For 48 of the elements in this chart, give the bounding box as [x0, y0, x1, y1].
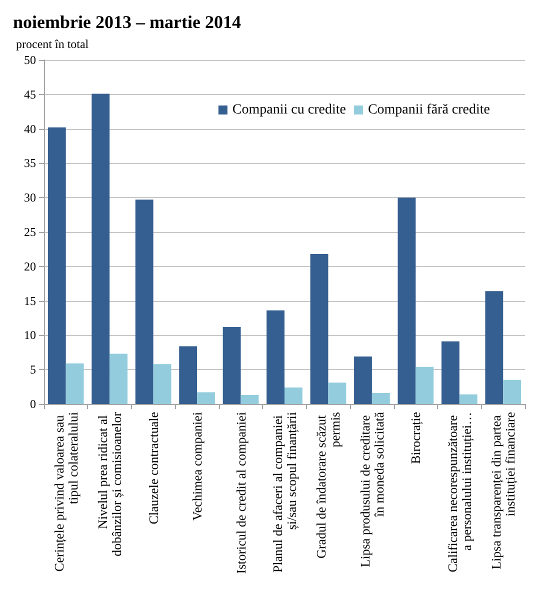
bar [328, 382, 346, 404]
x-tick-label: Calificarea necorespunzătoare a personalului instituției… [444, 412, 474, 572]
bar [92, 94, 110, 404]
x-tick-label: Planul de afaceri al companiei și/sau scopul finanțării [270, 412, 299, 573]
y-tick-label: 20 [24, 259, 36, 274]
bar [372, 392, 390, 404]
y-tick-label: 45 [24, 87, 36, 102]
x-tick-label: Nivelul prea ridicat al dobânzilor și comisioanelor [95, 411, 124, 556]
bar [240, 395, 259, 404]
bar [110, 354, 128, 404]
bar [485, 291, 504, 404]
bar [398, 198, 416, 404]
bar [503, 380, 522, 404]
bar [48, 127, 66, 404]
x-tick-label: Lipsa transparenței din partea instituției financiare [488, 412, 518, 570]
x-tick-label: Cerințele privind valoarea sau tipul colateralului [51, 412, 80, 572]
bar [354, 356, 372, 404]
bar [441, 341, 460, 404]
bar [197, 392, 215, 404]
bar [179, 346, 198, 404]
bar [459, 394, 478, 404]
bar [266, 310, 284, 404]
y-tick-label: 10 [24, 328, 36, 342]
x-tick-label: Birocrație [408, 412, 424, 464]
legend-label: Companii cu credite [232, 102, 346, 118]
bar [135, 200, 154, 404]
x-tick-label: Istoricul de credit al companiei [233, 412, 248, 574]
bar [416, 366, 434, 404]
bar [222, 326, 241, 404]
y-tick-label: 40 [24, 122, 36, 136]
bar [66, 363, 84, 404]
bar [310, 254, 328, 404]
y-tick-label: 35 [24, 156, 36, 170]
y-tick-label: 0 [30, 397, 36, 411]
x-tick-label: Gradul de îndatorare scăzut permis [314, 412, 343, 559]
bar [284, 387, 302, 404]
bar [153, 364, 172, 404]
y-tick-label: 50 [24, 53, 36, 67]
x-tick-label: Clauzele contractuale [146, 412, 161, 524]
legend-label: Companii fără credite [368, 102, 490, 118]
y-tick-label: 5 [30, 362, 36, 377]
y-tick-label: 25 [24, 225, 36, 239]
y-tick-label: 30 [24, 190, 36, 205]
x-tick-label: Vechimea companiei [190, 412, 205, 521]
y-axis-title: procent în total [16, 37, 90, 51]
x-tick-label: Lipsa produsului de creditare în moneda solicitată [357, 412, 386, 568]
y-tick-label: 15 [24, 294, 36, 308]
chart-title: noiembrie 2013 – martie 2014 [13, 12, 241, 32]
